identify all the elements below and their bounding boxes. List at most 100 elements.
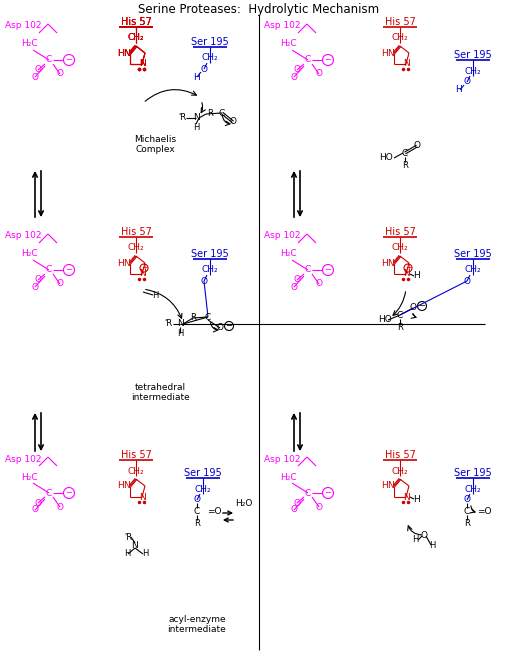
Text: O: O xyxy=(420,530,428,540)
Text: Asp 102: Asp 102 xyxy=(264,455,301,463)
Text: CH₂: CH₂ xyxy=(465,66,481,76)
Text: =O: =O xyxy=(477,507,491,515)
Text: CH₂: CH₂ xyxy=(392,243,408,253)
Text: Ser 195: Ser 195 xyxy=(454,468,492,478)
Text: N: N xyxy=(403,270,409,278)
Text: C: C xyxy=(46,55,52,64)
Text: H: H xyxy=(152,290,158,299)
Text: H: H xyxy=(117,482,124,490)
Text: O: O xyxy=(32,505,38,515)
Text: Asp 102: Asp 102 xyxy=(264,22,301,30)
Text: H: H xyxy=(117,49,124,57)
Text: H: H xyxy=(142,549,148,559)
Text: N: N xyxy=(403,492,409,501)
Text: N: N xyxy=(388,482,394,490)
Text: CH₂: CH₂ xyxy=(128,243,144,253)
Text: H: H xyxy=(412,536,418,545)
Text: R: R xyxy=(194,519,200,528)
Text: C: C xyxy=(397,311,403,320)
Text: O: O xyxy=(34,276,42,284)
Text: O: O xyxy=(414,141,420,151)
Text: N: N xyxy=(176,320,183,328)
Text: Michaelis: Michaelis xyxy=(134,136,176,145)
Text: R: R xyxy=(397,324,403,332)
Text: HO: HO xyxy=(379,153,393,163)
Text: N: N xyxy=(193,113,199,122)
Text: Ser 195: Ser 195 xyxy=(454,50,492,60)
Text: Asp 102: Asp 102 xyxy=(264,232,301,241)
Text: H₂C: H₂C xyxy=(280,249,296,259)
Text: −: − xyxy=(418,301,426,311)
Text: C: C xyxy=(46,488,52,497)
Text: O: O xyxy=(463,276,471,286)
Text: C: C xyxy=(464,507,470,515)
Text: O: O xyxy=(463,78,471,86)
Text: Serine Proteases:  Hydrolytic Mechanism: Serine Proteases: Hydrolytic Mechanism xyxy=(139,3,379,16)
Text: H: H xyxy=(413,495,419,503)
Text: CH₂: CH₂ xyxy=(392,34,408,43)
Text: O: O xyxy=(57,280,63,288)
Text: H: H xyxy=(193,72,199,82)
Text: O: O xyxy=(463,495,471,505)
Text: Ser 195: Ser 195 xyxy=(191,37,229,47)
Text: CH₂: CH₂ xyxy=(465,484,481,494)
Text: H: H xyxy=(193,122,199,132)
Text: N: N xyxy=(124,49,130,57)
Text: O: O xyxy=(32,282,38,291)
Text: CH₂: CH₂ xyxy=(128,34,144,43)
Text: N: N xyxy=(132,542,139,551)
Text: O: O xyxy=(316,280,322,288)
Text: O: O xyxy=(291,72,297,82)
Text: O: O xyxy=(294,276,301,284)
Text: −: − xyxy=(324,55,332,64)
Text: N: N xyxy=(403,59,409,68)
Text: H: H xyxy=(380,259,387,268)
Text: H: H xyxy=(456,86,462,95)
Text: Ser 195: Ser 195 xyxy=(191,249,229,259)
Text: N: N xyxy=(139,270,145,278)
Text: N: N xyxy=(124,259,130,268)
Text: Asp 102: Asp 102 xyxy=(5,22,42,30)
Text: N: N xyxy=(124,482,130,490)
Text: 'R: 'R xyxy=(178,113,186,122)
Text: CH₂: CH₂ xyxy=(128,467,144,476)
Text: C: C xyxy=(205,313,211,322)
Text: H₂C: H₂C xyxy=(280,39,296,49)
Text: His 57: His 57 xyxy=(120,227,152,237)
Text: H: H xyxy=(117,259,124,268)
Text: 'R: 'R xyxy=(164,320,172,328)
Text: CH₂: CH₂ xyxy=(202,53,218,63)
Text: N: N xyxy=(124,49,130,57)
Text: O: O xyxy=(291,505,297,515)
Text: intermediate: intermediate xyxy=(131,393,189,401)
Text: C: C xyxy=(194,507,200,515)
Text: O: O xyxy=(200,276,208,286)
Text: His 57: His 57 xyxy=(120,17,152,27)
Text: His 57: His 57 xyxy=(385,227,415,237)
Text: N: N xyxy=(139,59,145,68)
Text: N: N xyxy=(139,492,145,501)
Text: H₂C: H₂C xyxy=(21,249,37,259)
Text: tetrahedral: tetrahedral xyxy=(134,382,186,392)
Text: R: R xyxy=(190,313,196,322)
Text: H₂O: H₂O xyxy=(235,499,253,507)
Text: −: − xyxy=(65,55,73,64)
Text: N: N xyxy=(139,59,145,68)
Text: CH₂: CH₂ xyxy=(195,484,211,494)
Text: C: C xyxy=(402,149,408,157)
Text: His 57: His 57 xyxy=(385,17,415,27)
Text: H₂C: H₂C xyxy=(21,39,37,49)
Text: H: H xyxy=(117,49,124,57)
Text: +: + xyxy=(141,263,147,272)
Text: −: − xyxy=(324,488,332,497)
Text: −: − xyxy=(65,265,73,274)
Text: O: O xyxy=(32,72,38,82)
Text: Ser 195: Ser 195 xyxy=(454,249,492,259)
Text: Ser 195: Ser 195 xyxy=(184,468,222,478)
Text: C: C xyxy=(46,265,52,274)
Text: C: C xyxy=(305,55,311,64)
Text: H: H xyxy=(380,49,387,57)
Text: −: − xyxy=(225,322,233,330)
Text: R: R xyxy=(464,519,470,528)
Text: N: N xyxy=(139,59,145,68)
